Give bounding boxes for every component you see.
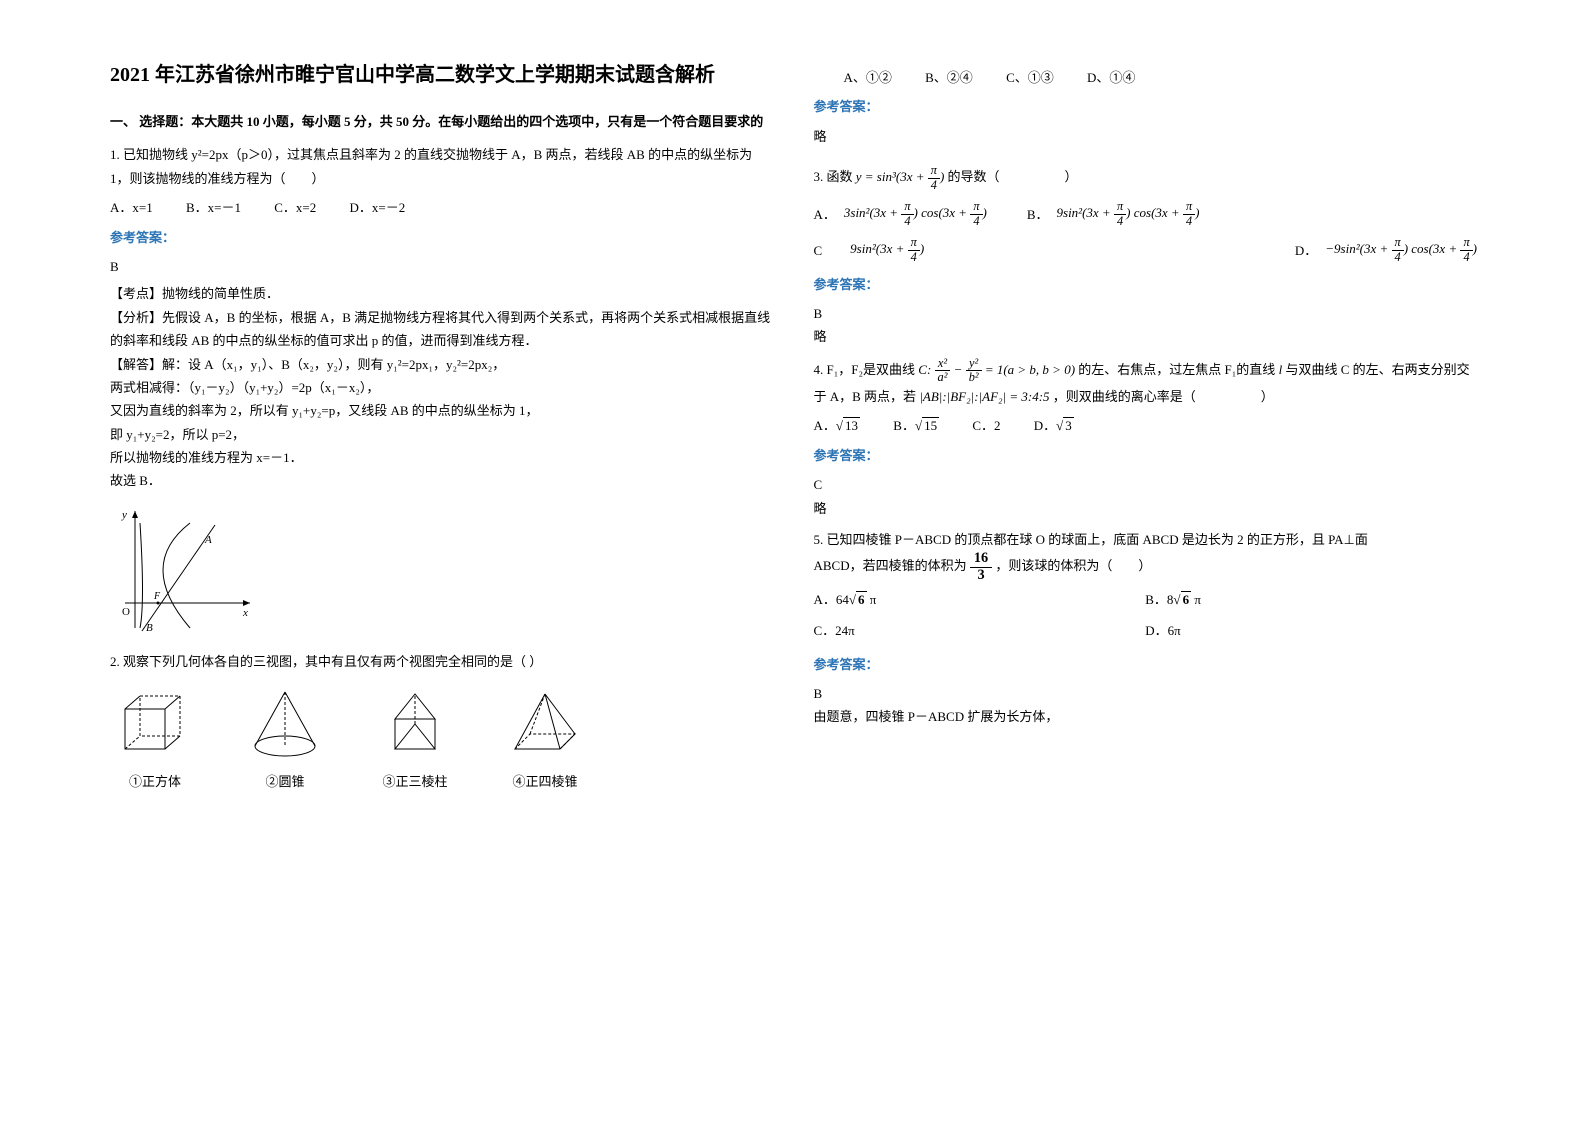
q4-option-c: C．2	[972, 414, 1000, 437]
q2-label-2: ②圆锥	[240, 770, 330, 793]
question-2: 2. 观察下列几何体各自的三视图，其中有且仅有两个视图完全相同的是（ ）	[110, 650, 774, 793]
q2-options: A、①② B、②④ C、①③ D、①④	[844, 66, 1478, 89]
question-1: 1. 已知抛物线 y²=2px（p＞0），过其焦点且斜率为 2 的直线交抛物线于…	[110, 143, 774, 640]
q4-answer-label: 参考答案：	[814, 444, 1478, 467]
q2-figures	[110, 684, 774, 764]
q1-keypoint: 【考点】抛物线的简单性质．	[110, 282, 774, 305]
q2-label-4: ④正四棱锥	[500, 770, 590, 793]
pyramid-icon	[500, 684, 590, 764]
q1-option-d: D．x=－2	[350, 196, 406, 219]
q2-option-d: D、①④	[1087, 66, 1135, 89]
q3-option-c: C 9sin²(3x + π4)	[814, 236, 925, 264]
q2-stem: 2. 观察下列几何体各自的三视图，其中有且仅有两个视图完全相同的是（ ）	[110, 650, 774, 673]
q2-label-1: ①正方体	[110, 770, 200, 793]
q2-option-b: B、②④	[925, 66, 973, 89]
q5-option-d: D．6π	[1145, 619, 1477, 642]
svg-text:B: B	[146, 622, 153, 633]
q5-answer: B	[814, 682, 1478, 705]
q1-solve-4: 即 y₁+y₂=2，所以 p=2，	[110, 423, 774, 446]
q4-ratio-expr: |AB|:|BF₂|:|AF₂| = 3:4:5	[919, 389, 1049, 404]
q4-option-a: A．√13	[814, 414, 861, 437]
q1-solve-1: 【解答】解：设 A（x₁，y₁）、B（x₂，y₂），则有 y₁²=2px₁，y₂…	[110, 353, 774, 376]
svg-text:y: y	[121, 509, 127, 521]
q4-option-b: B．√15	[893, 414, 939, 437]
q4-answer: C	[814, 473, 1478, 496]
parabola-diagram-icon: x y O F A B	[110, 503, 260, 633]
q1-options: A．x=1 B．x=－1 C．x=2 D．x=－2	[110, 196, 774, 219]
svg-text:x: x	[242, 607, 248, 619]
q3-options-row2: C 9sin²(3x + π4) D． −9sin²(3x + π4) cos(…	[814, 236, 1478, 264]
q1-solve-6: 故选 B．	[110, 469, 774, 492]
q3-stem: 3. 函数 y = sin³(3x + π4) 的导数（ ）	[814, 164, 1478, 192]
q2-answer-brief: 略	[814, 125, 1478, 148]
q5-option-a: A．64√6 π	[814, 588, 1146, 611]
q1-answer-label: 参考答案：	[110, 226, 774, 249]
document-title: 2021 年江苏省徐州市睢宁官山中学高二数学文上学期期末试题含解析	[110, 60, 774, 90]
q3-options-row1: A． 3sin²(3x + π4) cos(3x + π4) B． 9sin²(…	[814, 200, 1478, 228]
q3-option-d: D． −9sin²(3x + π4) cos(3x + π4)	[1295, 236, 1477, 264]
q1-stem: 1. 已知抛物线 y²=2px（p＞0），过其焦点且斜率为 2 的直线交抛物线于…	[110, 143, 774, 190]
q5-volume-fraction: 163	[970, 551, 992, 583]
right-column: A、①② B、②④ C、①③ D、①④ 参考答案： 略 3. 函数 y = si…	[794, 60, 1498, 1062]
q1-solve-2: 两式相减得：（y₁－y₂）（y₁+y₂）=2p（x₁－x₂），	[110, 376, 774, 399]
q4-stem: 4. F₁，F₂是双曲线 C: x²a² − y²b² = 1(a > b, b…	[814, 357, 1478, 409]
svg-text:F: F	[153, 591, 161, 602]
cone-icon	[240, 684, 330, 764]
question-3: 3. 函数 y = sin³(3x + π4) 的导数（ ） A． 3sin²(…	[814, 164, 1478, 349]
question-5: 5. 已知四棱锥 P－ABCD 的顶点都在球 O 的球面上，底面 ABCD 是边…	[814, 528, 1478, 729]
q5-option-b: B．8√6 π	[1145, 588, 1477, 611]
q5-solve-1: 由题意，四棱锥 P－ABCD 扩展为长方体，	[814, 705, 1478, 728]
section-1-header: 一、 选择题：本大题共 10 小题，每小题 5 分，共 50 分。在每小题给出的…	[110, 110, 774, 133]
q5-answer-label: 参考答案：	[814, 653, 1478, 676]
q5-stem-2: ABCD，若四棱锥的体积为 163 ，则该球的体积为（ ）	[814, 551, 1478, 583]
q3-answer-label: 参考答案：	[814, 273, 1478, 296]
q2-label-3: ③正三棱柱	[370, 770, 460, 793]
q1-solve-3: 又因为直线的斜率为 2，所以有 y₁+y₂=p，又线段 AB 的中点的纵坐标为 …	[110, 399, 774, 422]
q5-options: A．64√6 π B．8√6 π C．24π D．6π	[814, 584, 1478, 647]
q4-option-d: D．√3	[1034, 414, 1074, 437]
prism-icon	[370, 684, 460, 764]
q5-stem-1: 5. 已知四棱锥 P－ABCD 的顶点都在球 O 的球面上，底面 ABCD 是边…	[814, 528, 1478, 551]
q1-option-a: A．x=1	[110, 196, 153, 219]
q2-option-a: A、①②	[844, 66, 892, 89]
q2-option-c: C、①③	[1006, 66, 1054, 89]
q3-answer: B	[814, 302, 1478, 325]
q1-option-c: C．x=2	[274, 196, 316, 219]
svg-text:O: O	[122, 606, 130, 618]
q3-answer-brief: 略	[814, 325, 1478, 348]
q1-analysis: 【分析】先假设 A，B 的坐标，根据 A，B 满足抛物线方程将其代入得到两个关系…	[110, 306, 774, 353]
left-column: 2021 年江苏省徐州市睢宁官山中学高二数学文上学期期末试题含解析 一、 选择题…	[90, 60, 794, 1062]
q4-options: A．√13 B．√15 C．2 D．√3	[814, 414, 1478, 437]
question-4: 4. F₁，F₂是双曲线 C: x²a² − y²b² = 1(a > b, b…	[814, 357, 1478, 520]
q1-solve-5: 所以抛物线的准线方程为 x=－1．	[110, 446, 774, 469]
svg-text:A: A	[204, 534, 212, 546]
q3-option-a: A． 3sin²(3x + π4) cos(3x + π4)	[814, 200, 987, 228]
q1-answer: B	[110, 255, 774, 278]
q1-option-b: B．x=－1	[186, 196, 241, 219]
q3-option-b: B． 9sin²(3x + π4) cos(3x + π4)	[1027, 200, 1200, 228]
q4-answer-brief: 略	[814, 497, 1478, 520]
q2-figure-labels: ①正方体 ②圆锥 ③正三棱柱 ④正四棱锥	[110, 770, 774, 793]
q5-option-c: C．24π	[814, 619, 1146, 642]
cube-icon	[110, 684, 200, 764]
q1-figure: x y O F A B	[110, 503, 774, 640]
q3-function-expr: y = sin³(3x + π4)	[856, 169, 945, 184]
q4-hyperbola-expr: C: x²a² − y²b² = 1(a > b, b > 0)	[918, 362, 1075, 377]
q2-answer-label: 参考答案：	[814, 95, 1478, 118]
